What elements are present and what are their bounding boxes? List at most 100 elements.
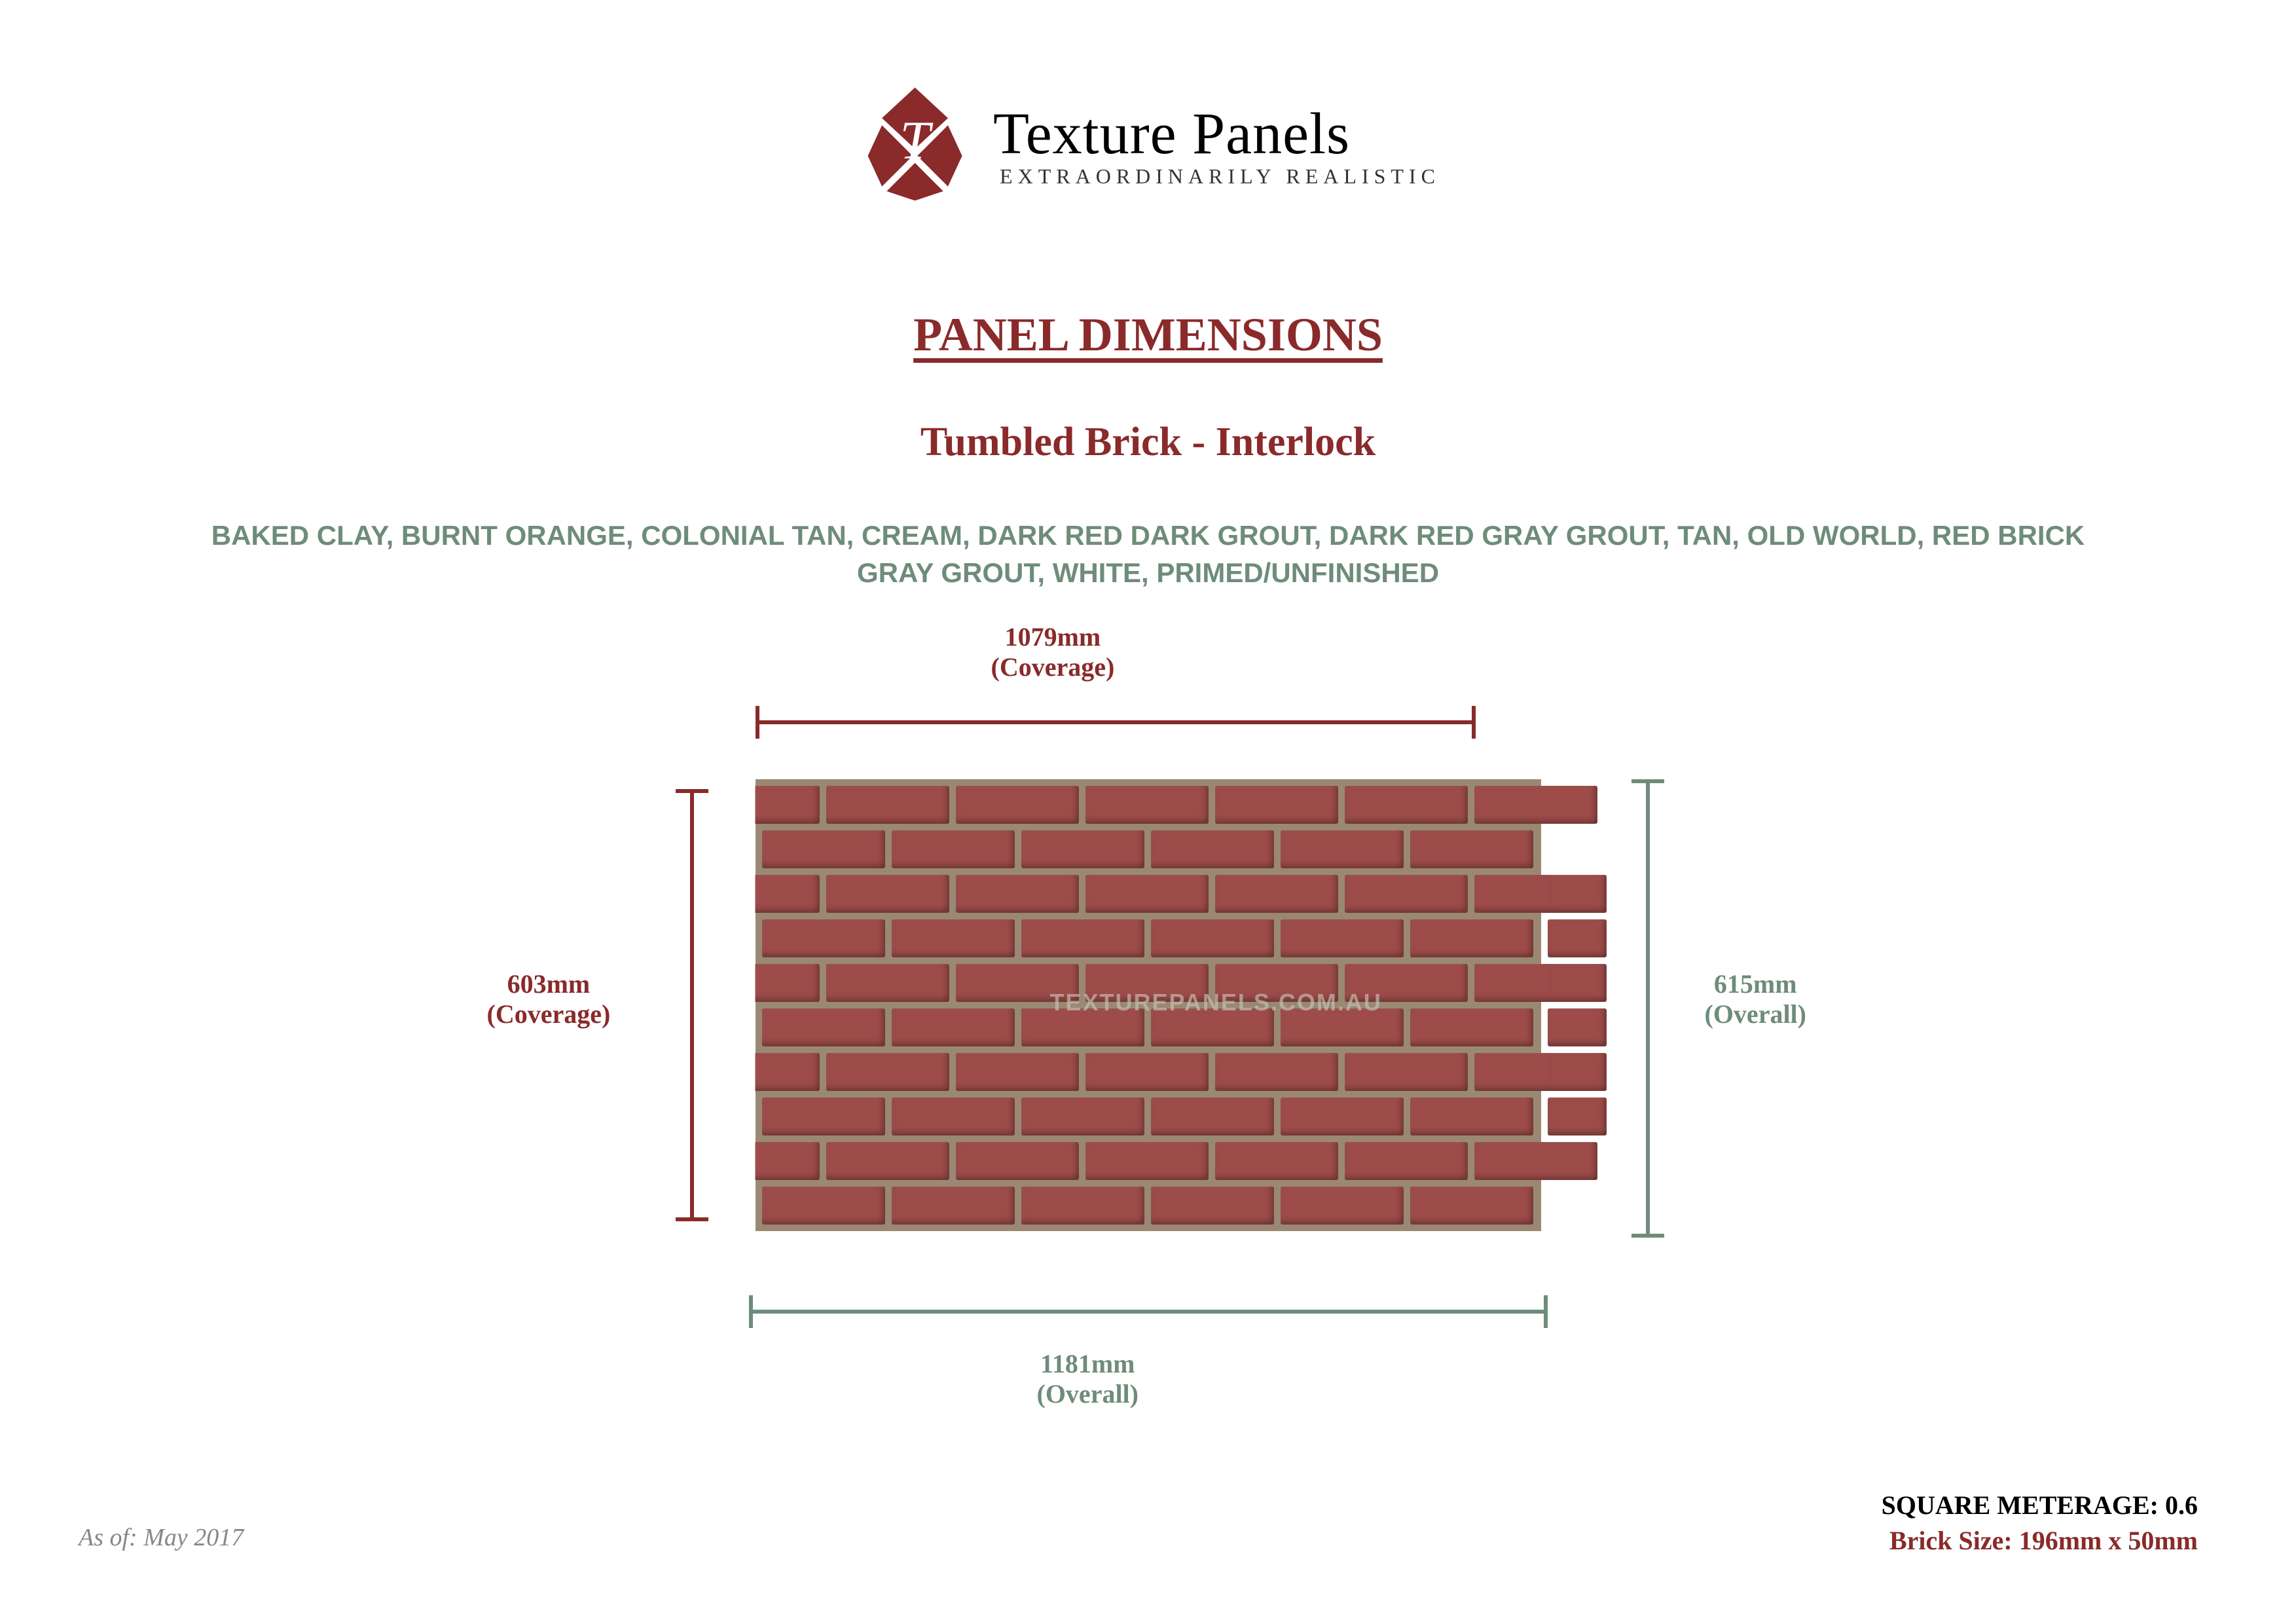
- brick: [697, 1053, 820, 1091]
- brick: [892, 919, 1015, 957]
- overall-width-bar: [749, 1310, 1548, 1314]
- sqm-value: 0.6: [2165, 1490, 2198, 1520]
- brick-row: [762, 1098, 1533, 1135]
- brick: [1410, 1008, 1533, 1046]
- watermark: TEXTUREPANELS.COM.AU: [1050, 989, 1382, 1016]
- brick: [762, 1187, 885, 1225]
- brick: [1085, 1053, 1209, 1091]
- brick: [697, 875, 820, 913]
- brick-interlock-tab: [1548, 875, 1607, 913]
- brick: [1345, 1053, 1468, 1091]
- brick: [1215, 786, 1338, 824]
- footer-specs: SQUARE METERAGE: 0.6 Brick Size: 196mm x…: [1882, 1488, 2198, 1559]
- brick-row: [762, 830, 1533, 868]
- brick-row: [697, 875, 1597, 913]
- brand-tagline: EXTRAORDINARILY REALISTIC: [1000, 164, 1440, 189]
- brick: [697, 1142, 820, 1180]
- brick: [1021, 830, 1144, 868]
- brick-row: [762, 919, 1533, 957]
- brick: [892, 1008, 1015, 1046]
- brick: [1281, 830, 1404, 868]
- as-of-date: As of: May 2017: [79, 1523, 244, 1552]
- overall-height-label: 615mm (Overall): [1705, 969, 1807, 1029]
- color-options: BAKED CLAY, BURNT ORANGE, COLONIAL TAN, …: [199, 517, 2098, 591]
- brick: [1281, 1098, 1404, 1135]
- brick: [892, 830, 1015, 868]
- page-title: PANEL DIMENSIONS: [913, 308, 1383, 362]
- logo-icon: T: [856, 85, 974, 203]
- brick: [697, 964, 820, 1002]
- brick: [1410, 1187, 1533, 1225]
- brick: [892, 1187, 1015, 1225]
- brick: [956, 1142, 1079, 1180]
- brick: [1474, 786, 1597, 824]
- brick: [1410, 1098, 1533, 1135]
- brick: [1474, 1142, 1597, 1180]
- brick: [697, 786, 820, 824]
- brick: [762, 919, 885, 957]
- overall-width-value: 1181mm: [1040, 1349, 1135, 1378]
- overall-height-bar: [1646, 779, 1650, 1238]
- coverage-width-value: 1079mm: [1005, 622, 1101, 652]
- brick: [1215, 1053, 1338, 1091]
- brick: [1151, 1098, 1274, 1135]
- brick: [826, 875, 949, 913]
- brick: [762, 1098, 885, 1135]
- coverage-width-sub: (Coverage): [991, 652, 1115, 682]
- brick: [1410, 919, 1533, 957]
- brick-row: [762, 1187, 1533, 1225]
- brick: [826, 786, 949, 824]
- brick: [1345, 875, 1468, 913]
- brick-row: [697, 786, 1597, 824]
- brick: [1281, 919, 1404, 957]
- brick: [1281, 1187, 1404, 1225]
- product-title: Tumbled Brick - Interlock: [920, 419, 1376, 466]
- brick: [826, 1142, 949, 1180]
- brand-name: Texture Panels: [993, 100, 1440, 168]
- brick: [1021, 1098, 1144, 1135]
- brick-interlock-tab: [1548, 1008, 1607, 1046]
- brick: [826, 1053, 949, 1091]
- brick-interlock-tab: [1548, 964, 1607, 1002]
- coverage-height-label: 603mm (Coverage): [487, 969, 611, 1029]
- brick-row: [697, 1053, 1597, 1091]
- brick: [1021, 1187, 1144, 1225]
- overall-width-label: 1181mm (Overall): [1037, 1349, 1139, 1409]
- brick: [956, 1053, 1079, 1091]
- brick-row: [697, 1142, 1597, 1180]
- brick: [1215, 875, 1338, 913]
- brick-size-label: Brick Size:: [1889, 1526, 2013, 1555]
- brick: [956, 786, 1079, 824]
- overall-width-sub: (Overall): [1037, 1379, 1139, 1409]
- brick: [826, 964, 949, 1002]
- brick: [1345, 786, 1468, 824]
- brand-logo: T Texture Panels EXTRAORDINARILY REALIST…: [856, 85, 1440, 203]
- brick-interlock-tab: [1548, 1053, 1607, 1091]
- overall-height-sub: (Overall): [1705, 999, 1807, 1029]
- brick-interlock-tab: [1548, 1098, 1607, 1135]
- dimension-diagram: 1079mm (Coverage) 603mm (Coverage) 615mm…: [363, 622, 1934, 1441]
- brick: [1151, 830, 1274, 868]
- brick: [1410, 830, 1533, 868]
- coverage-width-label: 1079mm (Coverage): [991, 622, 1115, 682]
- brick-size-value: 196mm x 50mm: [2019, 1526, 2198, 1555]
- brick: [1085, 1142, 1209, 1180]
- coverage-width-bar: [756, 720, 1476, 724]
- svg-text:T: T: [900, 110, 933, 170]
- brick: [956, 875, 1079, 913]
- brick: [1215, 1142, 1338, 1180]
- brick: [1085, 786, 1209, 824]
- brick: [1085, 875, 1209, 913]
- coverage-height-sub: (Coverage): [487, 999, 611, 1029]
- brick: [762, 830, 885, 868]
- brick: [892, 1098, 1015, 1135]
- coverage-height-bar: [690, 789, 694, 1221]
- brick: [1021, 919, 1144, 957]
- brick: [1151, 1187, 1274, 1225]
- brick: [1151, 919, 1274, 957]
- overall-height-value: 615mm: [1714, 969, 1797, 999]
- sqm-label: SQUARE METERAGE:: [1882, 1490, 2159, 1520]
- brick: [1345, 1142, 1468, 1180]
- coverage-height-value: 603mm: [507, 969, 591, 999]
- brick: [762, 1008, 885, 1046]
